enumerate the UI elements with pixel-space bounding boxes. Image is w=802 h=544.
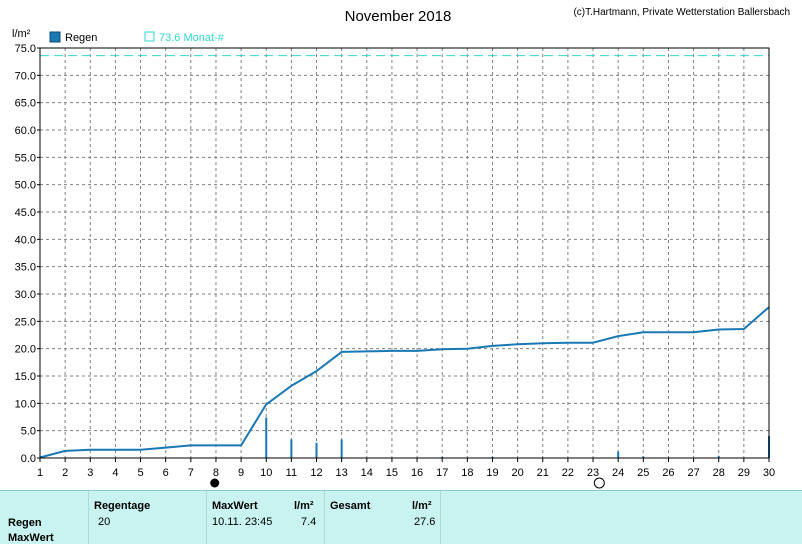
daily-rain-bar: [642, 456, 645, 458]
table-divider: [88, 491, 89, 544]
legend-label-reference: 73.6 Monat-#: [159, 32, 225, 44]
y-tick-label: 45.0: [15, 207, 36, 219]
gesamt-unit: l/m²: [412, 500, 432, 512]
x-tick-label: 9: [238, 467, 244, 479]
x-tick-label: 26: [662, 467, 674, 479]
y-tick-label: 10.0: [15, 398, 36, 410]
x-tick-label: 8: [213, 467, 219, 479]
new-moon-icon: [210, 478, 220, 488]
chart-title: November 2018: [345, 8, 452, 25]
y-tick-label: 20.0: [15, 344, 36, 356]
y-tick-label: 60.0: [15, 125, 36, 137]
daily-rain-bar: [315, 442, 318, 458]
x-tick-label: 7: [188, 467, 194, 479]
summary-table: Regen MaxWert Regentage 20 MaxWert l/m² …: [0, 490, 802, 544]
legend-swatch-reference: [144, 31, 155, 42]
maxwert-date: 10.11. 23:45: [212, 516, 273, 528]
x-tick-label: 27: [687, 467, 699, 479]
y-tick-label: 55.0: [15, 152, 36, 164]
gesamt-value: 27.6: [414, 516, 436, 528]
daily-rain-bar: [441, 456, 444, 458]
y-tick-label: 30.0: [15, 289, 36, 301]
x-tick-label: 16: [411, 467, 423, 479]
y-tick-label: 40.0: [15, 234, 36, 246]
grid: [40, 48, 769, 458]
daily-rain-bar: [340, 439, 343, 458]
x-tick-label: 28: [713, 467, 725, 479]
daily-rain-bar: [617, 451, 620, 458]
y-unit-label: l/m²: [12, 28, 31, 40]
x-tick-label: 5: [137, 467, 143, 479]
x-tick-label: 29: [738, 467, 750, 479]
x-tick-label: 11: [286, 467, 297, 479]
daily-rain-bar: [290, 439, 293, 458]
x-tick-label: 15: [386, 467, 398, 479]
x-tick-label: 10: [260, 467, 272, 479]
table-divider: [440, 491, 441, 544]
full-moon-icon: [593, 477, 605, 489]
x-tick-label: 12: [310, 467, 322, 479]
maxwert-header: MaxWert: [212, 500, 258, 512]
x-tick-label: 25: [637, 467, 649, 479]
maxwert-value: 7.4: [301, 516, 317, 528]
y-tick-label: 5.0: [21, 426, 36, 438]
x-tick-label: 21: [537, 467, 549, 479]
y-axis-ticks: 0.0 5.0 10.0 15.0 20.0 25.0 30.0 35.0 40.0 45.0 50…: [15, 43, 40, 465]
daily-rain-bar: [265, 417, 268, 458]
x-tick-label: 2: [62, 467, 68, 479]
y-tick-label: 50.0: [15, 180, 36, 192]
legend-swatch-regen: [49, 31, 61, 43]
legend: Regen 73.6 Monat-#: [49, 31, 225, 44]
x-tick-label: 17: [436, 467, 448, 479]
table-divider: [324, 491, 325, 544]
x-tick-label: 23: [587, 467, 599, 479]
x-tick-label: 22: [562, 467, 574, 479]
legend-label-regen: Regen: [65, 32, 97, 44]
cumulative-rain-series: [39, 306, 770, 459]
copyright-text: (c)T.Hartmann, Private Wetterstation Bal…: [573, 7, 790, 18]
x-tick-label: 4: [112, 467, 118, 479]
plot-frame: [39, 47, 770, 459]
table-divider: [206, 491, 207, 544]
x-tick-label: 30: [763, 467, 775, 479]
x-tick-label: 18: [461, 467, 473, 479]
x-axis-ticks: 1 2 3 4 5 6 7 8 9 10 11 12 13 14 15 16 17 18 19 20 21 22 23 24 2…: [37, 458, 775, 479]
x-tick-label: 14: [361, 467, 373, 479]
y-tick-label: 75.0: [15, 43, 36, 55]
x-tick-label: 3: [87, 467, 93, 479]
x-tick-label: 20: [511, 467, 523, 479]
y-tick-label: 25.0: [15, 316, 36, 328]
maxwert-unit: l/m²: [294, 500, 314, 512]
moon-phase-markers: [210, 477, 605, 489]
rain-chart: November 2018 (c)T.Hartmann, Private Wet…: [12, 7, 790, 489]
gesamt-header: Gesamt: [330, 500, 371, 512]
row-label-maxwert: MaxWert: [8, 532, 54, 544]
x-tick-label: 13: [336, 467, 348, 479]
regentage-header: Regentage: [94, 500, 151, 512]
daily-rain-bar: [717, 455, 720, 458]
daily-rain-bar: [491, 456, 494, 458]
cumulative-rain-line: [39, 306, 770, 459]
x-tick-label: 24: [612, 467, 624, 479]
y-tick-label: 0.0: [21, 453, 36, 465]
y-tick-label: 35.0: [15, 262, 36, 274]
row-label-regen: Regen: [8, 517, 42, 529]
plot-border: [39, 47, 770, 459]
y-tick-label: 65.0: [15, 98, 36, 110]
y-tick-label: 70.0: [15, 70, 36, 82]
y-tick-label: 15.0: [15, 371, 36, 383]
regentage-value: 20: [98, 516, 111, 528]
x-tick-label: 19: [486, 467, 498, 479]
x-tick-label: 6: [163, 467, 169, 479]
x-tick-label: 1: [37, 467, 43, 479]
